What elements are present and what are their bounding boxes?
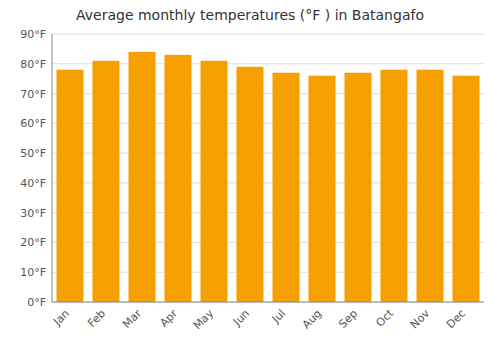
bar bbox=[165, 55, 192, 302]
x-axis-line bbox=[52, 302, 484, 303]
chart: Average monthly temperatures (°F ) in Ba… bbox=[0, 0, 500, 350]
bar bbox=[345, 73, 372, 302]
x-tick-label: Aug bbox=[300, 307, 324, 331]
x-tick-label: Apr bbox=[157, 307, 180, 330]
page: {"chart_data": {"type": "bar", "title": … bbox=[0, 0, 500, 350]
bar bbox=[273, 73, 300, 302]
y-tick-label: 90°F bbox=[20, 28, 46, 41]
grid bbox=[52, 34, 484, 302]
x-tick-label: Jan bbox=[50, 307, 72, 329]
y-axis-line bbox=[52, 34, 53, 302]
chart-container: Average monthly temperatures (°F ) in Ba… bbox=[0, 0, 500, 350]
y-tick-label: 0°F bbox=[27, 296, 46, 309]
y-tick-label: 80°F bbox=[20, 58, 46, 71]
y-tick-label: 40°F bbox=[20, 177, 46, 190]
x-tick-label: Dec bbox=[444, 307, 468, 331]
y-tick-label: 30°F bbox=[20, 207, 46, 220]
x-tick-label: Feb bbox=[85, 307, 108, 330]
bars bbox=[57, 52, 480, 302]
y-tick-label: 60°F bbox=[20, 117, 46, 130]
x-tick-label: May bbox=[191, 307, 217, 333]
x-tick-label: Sep bbox=[336, 307, 360, 331]
title: Average monthly temperatures (°F ) in Ba… bbox=[76, 7, 424, 23]
grid-line bbox=[52, 34, 484, 35]
bar bbox=[453, 76, 480, 302]
grid-line bbox=[52, 302, 484, 303]
bar bbox=[381, 70, 408, 302]
y-tick-label: 50°F bbox=[20, 147, 46, 160]
y-tick-label: 70°F bbox=[20, 88, 46, 101]
bar bbox=[57, 70, 84, 302]
x-tick-label: Oct bbox=[373, 306, 396, 329]
bar bbox=[201, 61, 228, 302]
y-tick-label: 10°F bbox=[20, 266, 46, 279]
bar bbox=[237, 67, 264, 302]
x-tick-label: Jul bbox=[269, 307, 288, 326]
bar bbox=[93, 61, 120, 302]
bar bbox=[309, 76, 336, 302]
bar bbox=[129, 52, 156, 302]
bar bbox=[417, 70, 444, 302]
x-tick-label: Mar bbox=[120, 307, 144, 331]
y-tick-label: 20°F bbox=[20, 236, 46, 249]
x-tick-label: Nov bbox=[408, 307, 433, 332]
x-tick-label: Jun bbox=[230, 307, 252, 329]
